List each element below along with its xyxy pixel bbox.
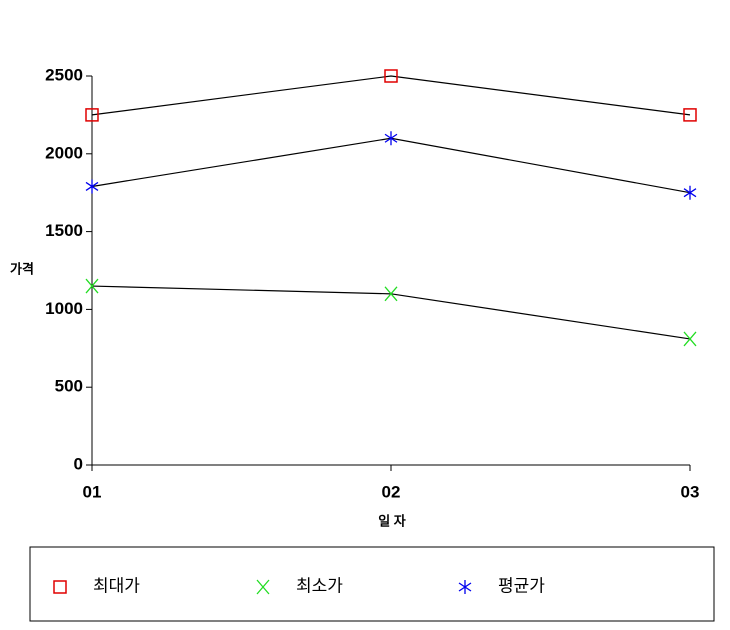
marker-x [256,579,270,595]
marker-x [683,331,697,347]
data-point [384,131,398,146]
y-tick-label: 2000 [45,143,83,162]
x-axis-label: 일 자 [378,513,406,528]
marker-asterisk [384,131,398,146]
legend-marker [256,579,270,595]
marker-asterisk [458,580,472,594]
marker-square [683,108,697,122]
x-tick-label: 01 [83,482,102,501]
series-line [91,75,691,116]
marker-x [384,286,398,302]
legend-marker [458,580,472,594]
x-tick-label: 03 [681,482,700,501]
data-point [384,69,398,83]
series-line [91,137,691,194]
y-tick-label: 2500 [45,65,83,84]
legend-box [29,546,715,622]
marker-asterisk [683,185,697,200]
marker-x [85,278,99,294]
marker-square [53,580,67,594]
y-tick-label: 500 [55,377,83,396]
marker-asterisk [85,179,99,194]
data-point [683,108,697,122]
legend-marker [53,580,67,594]
y-tick-label: 1500 [45,221,83,240]
marker-square [384,69,398,83]
data-point [683,331,697,347]
x-tick-label: 02 [382,482,401,501]
legend-label: 평균가 [498,576,545,595]
data-point [85,108,99,122]
data-point [85,179,99,194]
marker-square [85,108,99,122]
y-tick-label: 0 [74,454,83,473]
data-point [384,286,398,302]
legend-label: 최대가 [93,576,140,595]
data-point [85,278,99,294]
y-tick-label: 1000 [45,299,83,318]
y-axis-label: 가격 [10,261,34,276]
data-point [683,185,697,200]
legend-label: 최소가 [296,576,343,595]
